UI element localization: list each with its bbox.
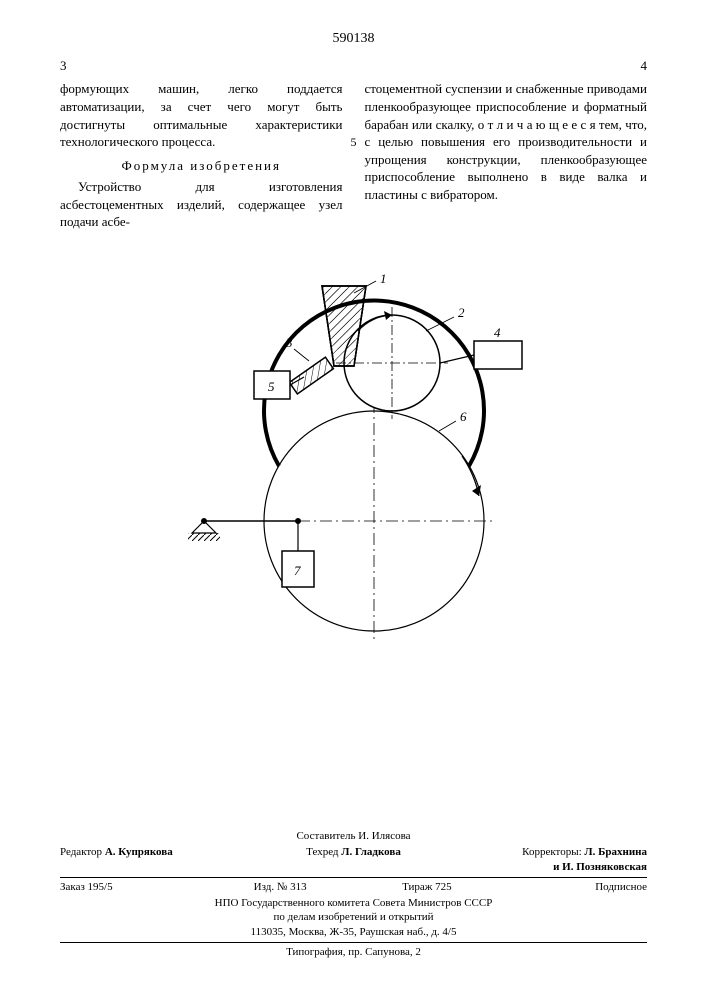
- left-column: формующих машин, легко поддается автомат…: [60, 80, 343, 230]
- invention-formula-heading: Формула изобретения: [60, 157, 343, 175]
- footer-block: Составитель И. Илясова Редактор А. Купря…: [60, 829, 647, 960]
- podpis-cell: Подписное: [500, 880, 647, 895]
- label-2: 2: [458, 305, 465, 320]
- label-3: 3: [285, 335, 293, 350]
- left-paragraph-1: формующих машин, легко поддается автомат…: [60, 80, 343, 150]
- document-number: 590138: [60, 30, 647, 49]
- line-number-5: 5: [351, 134, 357, 150]
- mechanical-diagram: 1 2 3 4 5 6 7: [144, 271, 564, 651]
- techred-cell: Техред Л. Гладкова: [256, 845, 452, 875]
- label-6: 6: [460, 409, 467, 424]
- correctors-cell: Корректоры: Л. Брахнина и И. Позняковска…: [451, 845, 647, 875]
- label-5: 5: [268, 379, 275, 394]
- right-column: стоцементной суспензии и снабженные прив…: [365, 80, 648, 230]
- page-number-left: 3: [60, 57, 67, 75]
- label-7: 7: [294, 563, 301, 578]
- left-paragraph-2: Устройство для изготовления асбестоцемен…: [60, 178, 343, 231]
- compiler-line: Составитель И. Илясова: [60, 829, 647, 844]
- org-line-1: НПО Государственного комитета Совета Мин…: [60, 896, 647, 911]
- org-line-3: 113035, Москва, Ж-35, Раушская наб., д. …: [60, 925, 647, 940]
- text-columns: 5 формующих машин, легко поддается автом…: [60, 80, 647, 230]
- right-paragraph-1: стоцементной суспензии и снабженные прив…: [365, 80, 648, 203]
- editor-cell: Редактор А. Купрякова: [60, 845, 256, 875]
- page-number-right: 4: [641, 57, 648, 75]
- label-4: 4: [494, 325, 501, 340]
- tirazh-cell: Тираж 725: [354, 880, 501, 895]
- order-cell: Заказ 195/5: [60, 880, 207, 895]
- typography-line: Типография, пр. Сапунова, 2: [60, 945, 647, 960]
- org-line-2: по делам изобретений и открытий: [60, 910, 647, 925]
- label-1: 1: [380, 271, 387, 286]
- izd-cell: Изд. № 313: [207, 880, 354, 895]
